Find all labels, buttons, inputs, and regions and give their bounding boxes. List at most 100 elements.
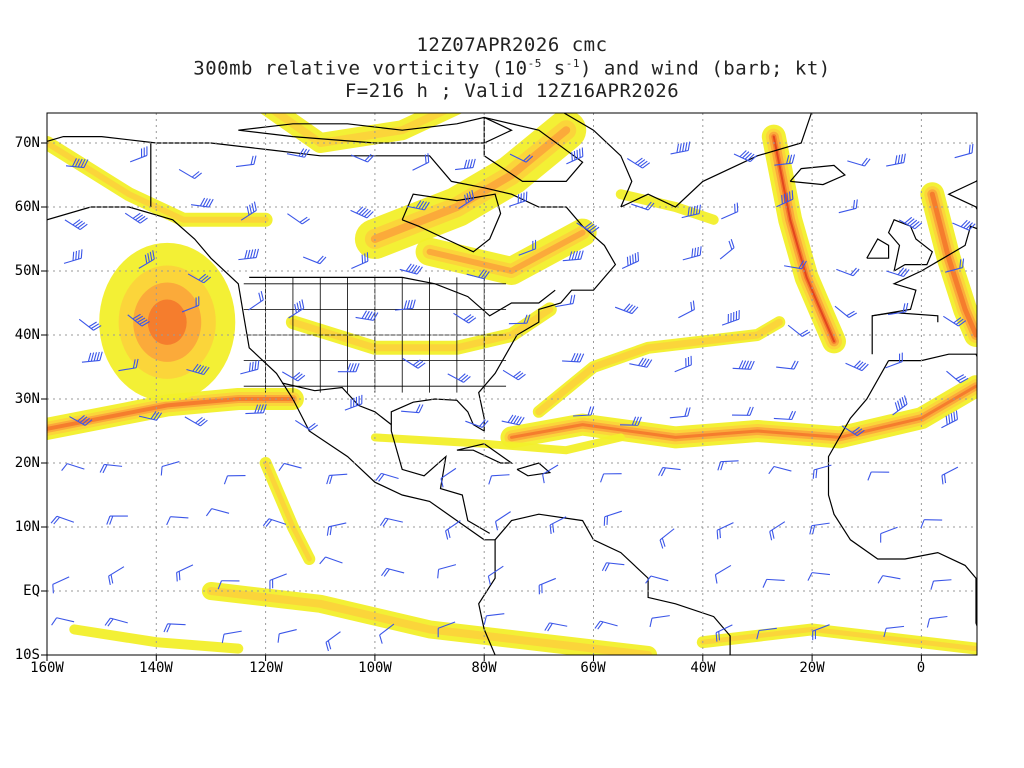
wind-barb-flag — [714, 574, 718, 584]
wind-barb-flag — [749, 406, 754, 416]
wind-barb-flag — [950, 413, 953, 423]
lon-label-20w: 20W — [799, 660, 825, 676]
wind-barb-flag — [781, 195, 783, 205]
yucatan — [390, 430, 491, 534]
wind-barb-flag — [647, 202, 655, 211]
wind-barb — [888, 311, 906, 316]
wind-barb — [886, 625, 905, 629]
wind-barb-flag — [571, 152, 573, 162]
wind-barb-flag — [788, 410, 794, 420]
wind-barb-flag — [571, 251, 576, 261]
wind-barb-flag — [955, 318, 964, 325]
lat-label-20n: 20N — [14, 455, 40, 471]
wind-barb-flag — [297, 374, 306, 382]
wind-barb-flag — [249, 204, 253, 214]
wind-barb-flag — [411, 264, 418, 273]
wind-barb — [325, 556, 343, 564]
wind-barb-flag — [99, 464, 105, 473]
wind-barb-flag — [257, 360, 260, 370]
wind-barb-flag — [301, 299, 305, 309]
wind-barb-flag — [786, 192, 789, 202]
wind-barb-flag — [957, 375, 967, 382]
wind-barb — [562, 258, 581, 262]
lat-label-40n: 40N — [14, 327, 40, 343]
wind-barb-flag — [409, 299, 413, 309]
wind-barb — [720, 460, 739, 463]
wind-barb-flag — [278, 463, 285, 472]
wind-barb — [465, 420, 483, 428]
wind-barb — [78, 318, 94, 331]
wind-barb-flag — [382, 518, 389, 527]
wind-barb-flag — [581, 147, 584, 157]
wind-barb — [614, 306, 633, 315]
wind-barb-flag — [247, 249, 251, 259]
wind-barb — [681, 213, 700, 219]
wind-barb-flag — [953, 317, 962, 324]
wind-barb — [813, 464, 832, 471]
wind-barb-flag — [786, 154, 790, 164]
wind-barb-flag — [696, 246, 699, 257]
wind-barb — [279, 629, 297, 635]
wind-barb — [719, 247, 735, 260]
wind-barb-flag — [160, 466, 163, 476]
wind-barb-flag — [141, 321, 150, 327]
wind-barb-flag — [176, 572, 178, 582]
wind-barb — [945, 267, 963, 273]
wind-barb — [445, 520, 461, 532]
wind-barb-flag — [856, 429, 865, 437]
iceland — [789, 164, 847, 186]
lon-label-160w: 160W — [30, 660, 64, 676]
wind-barb-flag — [628, 305, 636, 313]
wind-barb-flag — [513, 370, 521, 378]
wind-barb-flag — [71, 158, 77, 167]
wind-barb — [946, 370, 961, 384]
wind-barb-flag — [516, 416, 522, 425]
wind-barb — [838, 207, 857, 214]
wind-barb-flag — [259, 404, 264, 414]
wind-barb-flag — [356, 206, 364, 214]
wind-barb-flag — [383, 568, 390, 577]
equatorial-band — [206, 587, 653, 655]
wind-barb — [302, 256, 321, 265]
wind-barb-flag — [79, 416, 88, 424]
wind-barb-flag — [791, 411, 796, 420]
canadian-islands — [238, 116, 513, 144]
wind-barb — [288, 307, 305, 319]
wind-barb-flag — [579, 353, 585, 363]
wind-barb-flag — [250, 249, 254, 259]
wind-barb — [124, 212, 141, 224]
wind-barb-flag — [744, 152, 752, 160]
wind-barb — [882, 575, 901, 580]
wind-barb-flag — [403, 300, 408, 310]
wind-barb-flag — [415, 360, 424, 368]
wind-barb-flag — [217, 580, 222, 590]
wind-barb-flag — [589, 225, 597, 232]
wind-barb-flag — [301, 218, 310, 225]
map-subtitle: 300mb relative vorticity (10-5 s-1) and … — [193, 57, 831, 80]
wind-barb-flag — [223, 475, 229, 485]
wind-barb-flag — [900, 154, 904, 164]
wind-barb — [63, 257, 82, 264]
wind-barb-flag — [658, 467, 664, 476]
wind-barb-flag — [200, 275, 209, 282]
wind-barb-flag — [716, 530, 719, 540]
wind-barb-flag — [626, 304, 633, 312]
wind-barb — [606, 562, 625, 566]
wind-barb-flag — [789, 191, 791, 201]
wind-barb-flag — [629, 255, 632, 265]
wind-barb — [669, 415, 688, 419]
wind-barb-flag — [370, 311, 376, 321]
wind-barb-flag — [955, 374, 964, 380]
wind-barb-flag — [739, 150, 747, 158]
wind-barb-flag — [147, 253, 150, 263]
cuba — [456, 443, 514, 464]
wind-barb-flag — [137, 215, 146, 223]
wind-barb-flag — [277, 633, 280, 643]
wind-barb-flag — [83, 159, 89, 168]
wind-barb — [295, 419, 311, 431]
wind-barb-flag — [366, 211, 374, 219]
wind-barb-flag — [579, 148, 581, 158]
wind-barb-flag — [440, 478, 444, 488]
wind-barb — [438, 564, 457, 570]
wind-barb — [834, 305, 850, 318]
